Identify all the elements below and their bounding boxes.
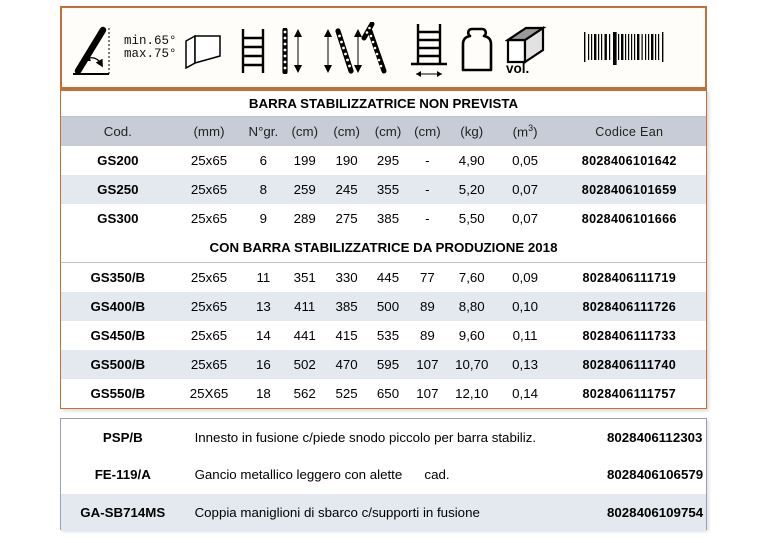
svg-text:vol.: vol. — [506, 61, 529, 76]
